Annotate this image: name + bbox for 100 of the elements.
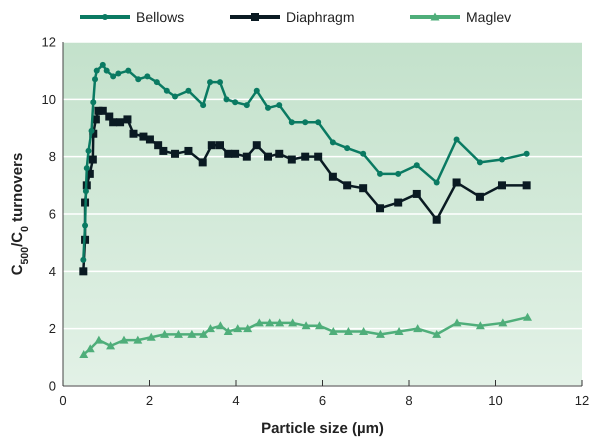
point [129, 130, 138, 138]
point [264, 152, 272, 161]
point [86, 344, 95, 352]
point [110, 73, 116, 80]
point [376, 330, 385, 338]
y-tick-label: 0 [48, 378, 56, 394]
point [476, 159, 483, 166]
point [154, 79, 160, 86]
y-tick-label: 10 [42, 92, 56, 107]
point [90, 99, 96, 106]
point [88, 128, 95, 134]
point [254, 88, 260, 94]
point [88, 156, 97, 164]
point [413, 324, 422, 332]
point [135, 76, 142, 82]
point [216, 79, 223, 86]
point [476, 321, 485, 330]
point [224, 327, 233, 336]
point [452, 318, 462, 326]
y-tick-label: 4 [48, 264, 56, 279]
point [376, 204, 384, 212]
point [160, 330, 170, 338]
point [288, 156, 296, 164]
point [314, 321, 324, 330]
point [82, 222, 88, 228]
point [265, 318, 274, 326]
point [159, 146, 168, 155]
x-tick-label: 6 [318, 393, 326, 408]
legend-label: Diaphragm [286, 9, 354, 25]
y-tick-label: 6 [48, 206, 56, 222]
point [315, 119, 322, 126]
y-tick-label: 8 [48, 149, 56, 164]
x-tick-label: 10 [488, 393, 503, 408]
point [146, 135, 154, 144]
point [454, 136, 460, 142]
point [360, 150, 366, 157]
point [171, 150, 180, 158]
x-tick-label: 2 [146, 393, 154, 408]
point [146, 332, 156, 341]
point [301, 152, 310, 161]
point [328, 327, 338, 336]
point [92, 76, 98, 82]
point [252, 141, 261, 150]
point [232, 99, 238, 106]
legend-label: Maglev [466, 9, 512, 25]
point [412, 190, 421, 198]
point [452, 178, 461, 186]
point [115, 70, 122, 77]
point [522, 181, 531, 190]
point [244, 102, 250, 108]
point [154, 141, 162, 150]
point [106, 341, 116, 350]
point [223, 96, 230, 102]
x-tick-label: 4 [232, 393, 240, 408]
point [172, 93, 178, 100]
point [164, 88, 170, 94]
point [98, 106, 107, 115]
point [377, 170, 384, 177]
point [344, 327, 353, 336]
point [94, 336, 104, 344]
point [123, 115, 132, 124]
point [432, 216, 441, 224]
point [328, 172, 337, 181]
point [275, 150, 284, 158]
point [330, 139, 336, 146]
point [208, 141, 216, 150]
point [86, 148, 92, 154]
point [80, 256, 86, 263]
point [100, 62, 106, 68]
y-tick-label: 12 [42, 34, 56, 50]
point [233, 324, 242, 332]
point [82, 188, 89, 194]
point [199, 330, 208, 338]
point [314, 152, 322, 161]
point [343, 181, 352, 190]
x-tick-label: 12 [574, 393, 590, 408]
point [498, 318, 508, 326]
point [498, 156, 505, 163]
point [414, 162, 420, 168]
point [359, 184, 368, 192]
point [344, 145, 350, 152]
point [185, 88, 192, 94]
point [243, 324, 252, 332]
y-tick-label: 2 [48, 321, 56, 336]
point [523, 312, 532, 321]
point [79, 350, 88, 358]
x-tick-label: 8 [405, 393, 413, 408]
point [231, 150, 240, 158]
point [432, 330, 442, 338]
point [288, 318, 298, 326]
point [254, 318, 264, 326]
point [498, 181, 506, 190]
legend-label: Bellows [136, 9, 184, 25]
point [302, 119, 308, 126]
point [174, 330, 183, 338]
point [198, 158, 207, 166]
point [200, 102, 206, 108]
point [395, 170, 402, 177]
point [359, 327, 368, 336]
point [242, 152, 251, 161]
